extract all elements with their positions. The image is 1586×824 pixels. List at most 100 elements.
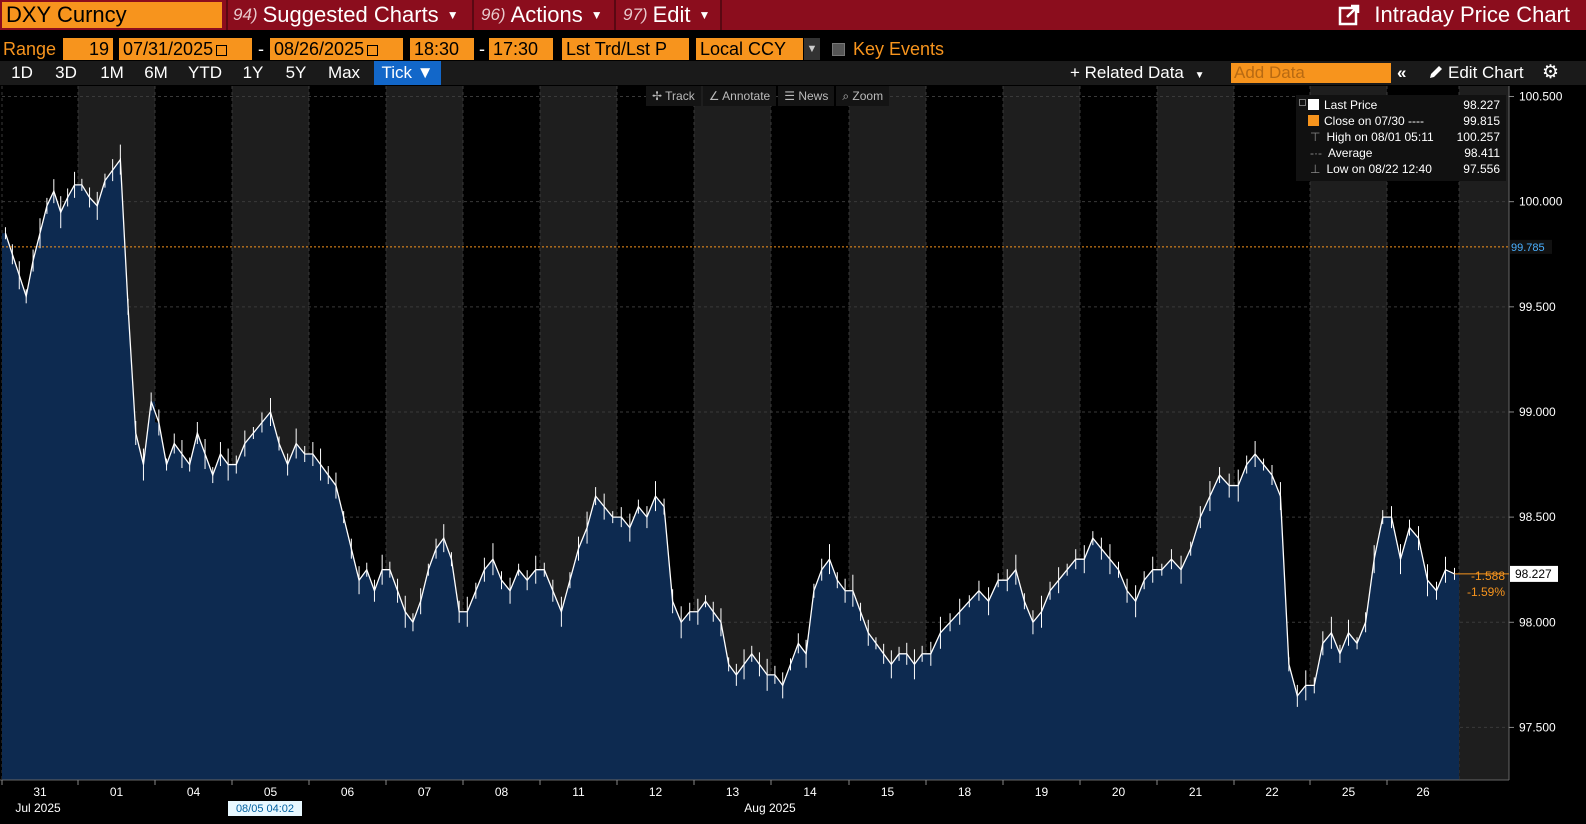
collapse-icon[interactable]: « bbox=[1397, 63, 1407, 82]
low-marker-icon: ⊥ bbox=[1310, 162, 1321, 176]
x-axis-month-label: Aug 2025 bbox=[744, 801, 796, 815]
price-area-fill bbox=[1080, 538, 1157, 780]
legend-value: 98.411 bbox=[1464, 146, 1500, 160]
actions-menu[interactable]: 96) Actions ▼ bbox=[481, 0, 603, 30]
news-tool[interactable]: ☰ News bbox=[778, 86, 835, 106]
period-toolbar: 1D 3D 1M 6M YTD 1Y 5Y Max Tick ▼ + Relat… bbox=[0, 61, 1586, 85]
price-area-fill bbox=[540, 496, 617, 780]
price-area-fill bbox=[926, 580, 1003, 780]
price-area-fill bbox=[617, 496, 694, 780]
x-axis-month-label: Jul 2025 bbox=[15, 801, 61, 815]
ref-price-tag bbox=[1510, 239, 1552, 254]
zoom-label: Zoom bbox=[852, 89, 884, 103]
y-axis-label: 100.500 bbox=[1519, 90, 1563, 104]
x-axis-day-label: 11 bbox=[572, 785, 585, 799]
legend-value: 99.815 bbox=[1463, 114, 1500, 128]
start-time-input[interactable]: 18:30 bbox=[410, 38, 474, 60]
market-field-select[interactable]: Lst Trd/Lst P bbox=[562, 38, 689, 60]
menu-label: Suggested Charts bbox=[262, 2, 439, 27]
track-tool[interactable]: ✢ Track bbox=[646, 86, 701, 106]
key-events-toggle[interactable]: Key Events bbox=[832, 38, 944, 60]
period-5y-button[interactable]: 5Y bbox=[285, 63, 307, 82]
x-axis-day-label: 31 bbox=[33, 785, 47, 799]
period-6m-button[interactable]: 6M bbox=[144, 63, 168, 82]
legend-label: High on 08/01 05:11 bbox=[1326, 130, 1434, 144]
end-date-value: 08/26/2025 bbox=[274, 39, 365, 59]
price-area-fill bbox=[155, 422, 232, 780]
price-area-fill bbox=[771, 559, 849, 780]
time-dash: - bbox=[479, 39, 485, 59]
add-data-input[interactable]: Add Data bbox=[1231, 63, 1391, 83]
currency-select[interactable]: Local CCY bbox=[696, 38, 803, 60]
legend-row-last-price: Last Price 98.227 bbox=[1308, 97, 1500, 113]
annotate-tool[interactable]: ∠ Annotate bbox=[702, 86, 777, 106]
price-area-fill bbox=[1003, 559, 1080, 780]
security-input[interactable]: DXY Curncy bbox=[2, 2, 222, 28]
day-band bbox=[1459, 86, 1509, 780]
legend-swatch bbox=[1308, 115, 1319, 126]
x-axis-day-label: 20 bbox=[1112, 785, 1126, 799]
price-chart[interactable]: 97.500 98.000 98.500 99.000 99.500 100.000 100… bbox=[0, 86, 1586, 824]
related-data-button[interactable]: + Related Data ▼ bbox=[1070, 61, 1205, 85]
collapse-legend-icon[interactable] bbox=[1299, 99, 1306, 106]
bar-size-input[interactable]: 19 bbox=[63, 38, 113, 60]
y-axis-label: 99.500 bbox=[1519, 300, 1556, 314]
zoom-tool[interactable]: ⌕ Zoom bbox=[836, 86, 890, 106]
menu-number: 94) bbox=[233, 5, 258, 24]
high-marker-icon: ⊤ bbox=[1310, 130, 1321, 144]
edit-menu[interactable]: 97) Edit ▼ bbox=[623, 0, 710, 30]
x-axis-day-label: 15 bbox=[881, 785, 895, 799]
caret-down-icon: ▼ bbox=[446, 8, 459, 22]
legend-row-average: -·- Average 98.411 bbox=[1308, 145, 1500, 161]
menu-divider bbox=[720, 0, 722, 30]
chart-canvas[interactable]: 97.500 98.000 98.500 99.000 99.500 100.000 100… bbox=[0, 86, 1586, 824]
x-axis-day-label: 19 bbox=[1035, 785, 1049, 799]
key-events-label: Key Events bbox=[853, 39, 945, 59]
calendar-icon[interactable] bbox=[216, 45, 228, 56]
track-label: Track bbox=[665, 89, 695, 103]
start-date-input[interactable]: 07/31/2025 bbox=[119, 38, 252, 60]
period-ytd-button[interactable]: YTD bbox=[188, 63, 222, 82]
pencil-icon bbox=[1430, 66, 1442, 78]
menu-divider bbox=[614, 0, 616, 30]
news-label: News bbox=[798, 89, 829, 103]
period-tick-button[interactable]: Tick ▼ bbox=[374, 61, 441, 85]
x-axis-day-label: 25 bbox=[1342, 785, 1356, 799]
suggested-charts-menu[interactable]: 94) Suggested Charts ▼ bbox=[233, 0, 459, 30]
x-axis-day-label: 08 bbox=[495, 785, 509, 799]
period-1m-button[interactable]: 1M bbox=[100, 63, 124, 82]
period-3d-button[interactable]: 3D bbox=[55, 63, 77, 82]
x-axis-day-label: 07 bbox=[418, 785, 432, 799]
ref-price-tag-label: 99.785 bbox=[1511, 242, 1545, 254]
legend-row-low: ⊥ Low on 08/22 12:40 97.556 bbox=[1308, 161, 1500, 177]
change-pct-label: -1.59% bbox=[1467, 585, 1505, 599]
top-menu-bar: DXY Curncy 94) Suggested Charts ▼ 96) Ac… bbox=[0, 0, 1586, 30]
gear-icon[interactable]: ⚙ bbox=[1542, 62, 1560, 83]
end-time-input[interactable]: 17:30 bbox=[489, 38, 553, 60]
period-1d-button[interactable]: 1D bbox=[11, 63, 33, 82]
window-title[interactable]: Intraday Price Chart bbox=[1338, 0, 1570, 30]
price-area-fill bbox=[694, 601, 771, 780]
menu-label: Edit bbox=[652, 2, 691, 27]
chart-legend[interactable]: Last Price 98.227 Close on 07/30 ---- 99… bbox=[1296, 95, 1506, 181]
popout-icon bbox=[1339, 4, 1360, 26]
period-max-button[interactable]: Max bbox=[327, 63, 361, 82]
end-date-input[interactable]: 08/26/2025 bbox=[270, 38, 403, 60]
y-axis-label: 97.500 bbox=[1519, 720, 1556, 734]
price-area-fill bbox=[309, 454, 386, 780]
currency-dropdown-icon[interactable]: ▼ bbox=[804, 38, 820, 60]
x-axis-day-label: 06 bbox=[341, 785, 355, 799]
price-area-fill bbox=[1310, 517, 1387, 780]
x-axis-day-label: 04 bbox=[187, 785, 201, 799]
period-1y-button[interactable]: 1Y bbox=[242, 63, 264, 82]
menu-divider bbox=[226, 0, 228, 30]
key-events-checkbox[interactable] bbox=[832, 43, 845, 56]
edit-chart-button[interactable]: Edit Chart bbox=[1428, 61, 1524, 85]
legend-label: Last Price bbox=[1324, 98, 1378, 112]
calendar-icon[interactable] bbox=[367, 45, 379, 56]
y-axis-label: 98.000 bbox=[1519, 615, 1556, 629]
legend-row-close: Close on 07/30 ---- 99.815 bbox=[1308, 113, 1500, 129]
change-abs-label: -1.588 bbox=[1471, 569, 1505, 583]
legend-row-high: ⊤ High on 08/01 05:11 100.257 bbox=[1308, 129, 1500, 145]
edit-chart-label: Edit Chart bbox=[1448, 63, 1524, 82]
